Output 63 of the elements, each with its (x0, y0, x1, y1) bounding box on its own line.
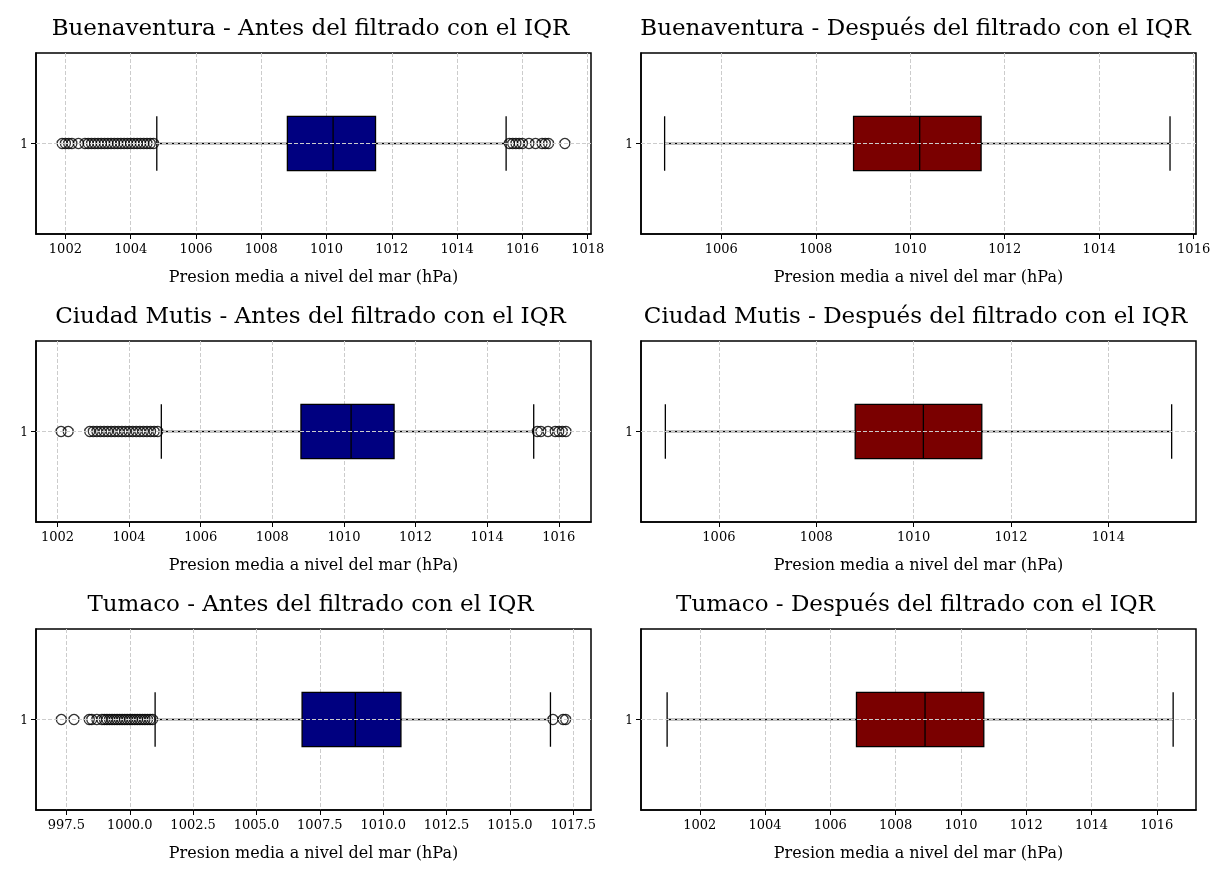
x-tick-label: 1010 (327, 529, 361, 544)
x-axis-title: Presion media a nivel del mar (hPa) (168, 842, 459, 862)
x-tick-label: 1004 (112, 529, 146, 544)
y-tick-label: 1 (625, 712, 633, 727)
x-tick-label: 1016 (542, 529, 576, 544)
x-tick-label: 1018 (571, 241, 605, 256)
x-tick-label: 1012 (375, 241, 409, 256)
x-tick-label: 1014 (440, 241, 474, 256)
x-tick-label: 1007.5 (297, 817, 343, 832)
x-tick-label: 1016 (1140, 817, 1174, 832)
x-tick-label: 1008 (799, 529, 833, 544)
x-tick-label: 1014 (470, 529, 504, 544)
chart-title: Buenaventura - Después del filtrado con el IQR (640, 13, 1192, 40)
chart-title: Ciudad Mutis - Antes del filtrado con el IQR (55, 301, 567, 328)
y-tick-label: 1 (625, 424, 633, 439)
x-axis-title: Presion media a nivel del mar (hPa) (773, 266, 1064, 286)
x-tick-label: 1016 (505, 241, 539, 256)
x-tick-label: 1014 (1074, 817, 1109, 832)
x-tick-label: 1012 (1009, 817, 1043, 832)
x-tick-label: 1002.5 (170, 817, 216, 832)
x-tick-label: 1016 (1177, 241, 1211, 256)
x-tick-label: 1004 (748, 817, 782, 832)
x-tick-label: 1010 (897, 529, 931, 544)
x-tick-label: 997.5 (47, 817, 86, 832)
x-tick-label: 1002 (48, 241, 82, 256)
x-tick-label: 1005.0 (233, 817, 280, 832)
x-tick-label: 1012 (988, 241, 1022, 256)
x-tick-label: 1006 (704, 241, 738, 256)
x-tick-label: 1006 (184, 529, 218, 544)
x-tick-label: 1006 (179, 241, 213, 256)
y-tick-label: 1 (20, 424, 28, 439)
x-tick-label: 1010.0 (360, 817, 406, 832)
x-tick-label: 1010 (944, 817, 978, 832)
x-tick-label: 1010 (893, 241, 927, 256)
x-tick-label: 1002 (40, 529, 75, 544)
x-tick-label: 1014 (1082, 241, 1116, 256)
x-tick-label: 1004 (114, 241, 148, 256)
y-tick-label: 1 (625, 136, 633, 151)
x-tick-label: 1006 (813, 817, 847, 832)
x-tick-label: 1008 (879, 817, 913, 832)
x-axis-title: Presion media a nivel del mar (hPa) (773, 842, 1064, 862)
x-tick-label: 1012 (994, 529, 1028, 544)
x-tick-label: 1017.5 (550, 817, 597, 832)
chart-title: Tumaco - Antes del filtrado con el IQR (87, 589, 535, 616)
x-tick-label: 1008 (799, 241, 833, 256)
x-tick-label: 1012 (399, 529, 433, 544)
x-tick-label: 1010 (310, 241, 344, 256)
x-tick-label: 1006 (702, 529, 736, 544)
x-tick-label: 1000.0 (107, 817, 153, 832)
chart-title: Buenaventura - Antes del filtrado con el IQR (51, 13, 571, 40)
chart-title: Ciudad Mutis - Después del filtrado con el IQR (643, 301, 1188, 328)
x-tick-label: 1002 (683, 817, 717, 832)
y-tick-label: 1 (20, 136, 28, 151)
y-tick-label: 1 (20, 712, 28, 727)
chart-title: Tumaco - Después del filtrado con el IQR (676, 589, 1156, 616)
x-axis-title: Presion media a nivel del mar (hPa) (773, 554, 1064, 574)
x-tick-label: 1008 (244, 241, 278, 256)
x-axis-title: Presion media a nivel del mar (hPa) (168, 266, 459, 286)
x-tick-label: 1012.5 (423, 817, 470, 832)
x-axis-title: Presion media a nivel del mar (hPa) (168, 554, 459, 574)
x-tick-label: 1008 (255, 529, 289, 544)
x-tick-label: 1014 (1091, 529, 1125, 544)
x-tick-label: 1015.0 (487, 817, 533, 832)
